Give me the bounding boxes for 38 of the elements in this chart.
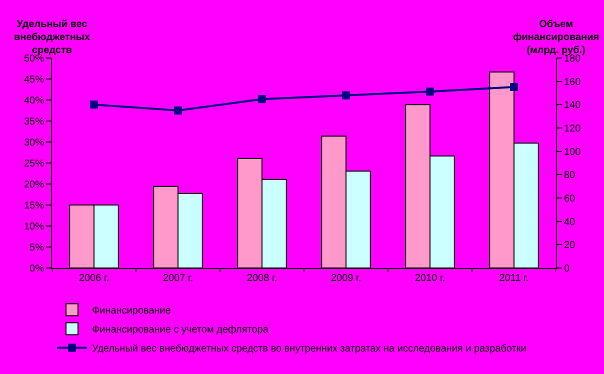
y2-tick-label: 140 bbox=[564, 100, 582, 112]
x-tick-label: 2008 г. bbox=[246, 273, 278, 284]
y-axis-title: Удельный вес внебюджетных средств bbox=[14, 19, 90, 56]
y-tick-label: 45% bbox=[24, 74, 44, 86]
point bbox=[90, 100, 98, 109]
y2-tick-label: 180 bbox=[564, 54, 582, 64]
y-tick-label: 10% bbox=[24, 222, 44, 232]
y2-tick-label: 80 bbox=[564, 170, 576, 182]
y2-axis-title: Объем финансирования (млрд. руб.) bbox=[513, 19, 600, 56]
point bbox=[174, 106, 182, 114]
y2-tick-label: 100 bbox=[564, 146, 582, 158]
y-tick-label: 5% bbox=[30, 242, 44, 254]
y2-tick-label: 40 bbox=[564, 216, 576, 228]
y-tick-label: 40% bbox=[24, 96, 44, 106]
y-tick-label: 0% bbox=[30, 264, 44, 274]
point bbox=[342, 91, 350, 100]
legend-label: Удельный вес внебюджетных средств во внутренних затратах на исследования и разработки bbox=[92, 344, 526, 355]
y2-tick-label: 160 bbox=[564, 76, 582, 88]
y-tick-label: 15% bbox=[24, 200, 44, 212]
x-tick-label: 2006 г. bbox=[78, 273, 110, 284]
y-tick-label: 30% bbox=[24, 138, 44, 148]
y-tick-label: 35% bbox=[24, 116, 44, 128]
x-tick-label: 2009 г. bbox=[330, 273, 362, 284]
y2-tick-label: 20 bbox=[564, 240, 576, 252]
point bbox=[510, 82, 518, 91]
y-tick-label: 50% bbox=[24, 54, 44, 64]
x-tick-label: 2007 г. bbox=[162, 273, 194, 284]
y2-tick-label: 60 bbox=[564, 194, 576, 204]
y2-tick-label: 0 bbox=[564, 264, 570, 274]
y-tick-label: 25% bbox=[24, 158, 44, 170]
x-tick-label: 2011 г. bbox=[499, 273, 529, 284]
y-tick-label: 20% bbox=[24, 180, 44, 190]
x-tick-label: 2010 г. bbox=[414, 273, 446, 284]
legend-label: Финансирование с учетом дефлятора bbox=[92, 324, 269, 336]
legend-label: Финансирование bbox=[92, 306, 172, 317]
point bbox=[258, 95, 266, 104]
point bbox=[426, 88, 434, 96]
y2-tick-label: 120 bbox=[564, 124, 582, 134]
